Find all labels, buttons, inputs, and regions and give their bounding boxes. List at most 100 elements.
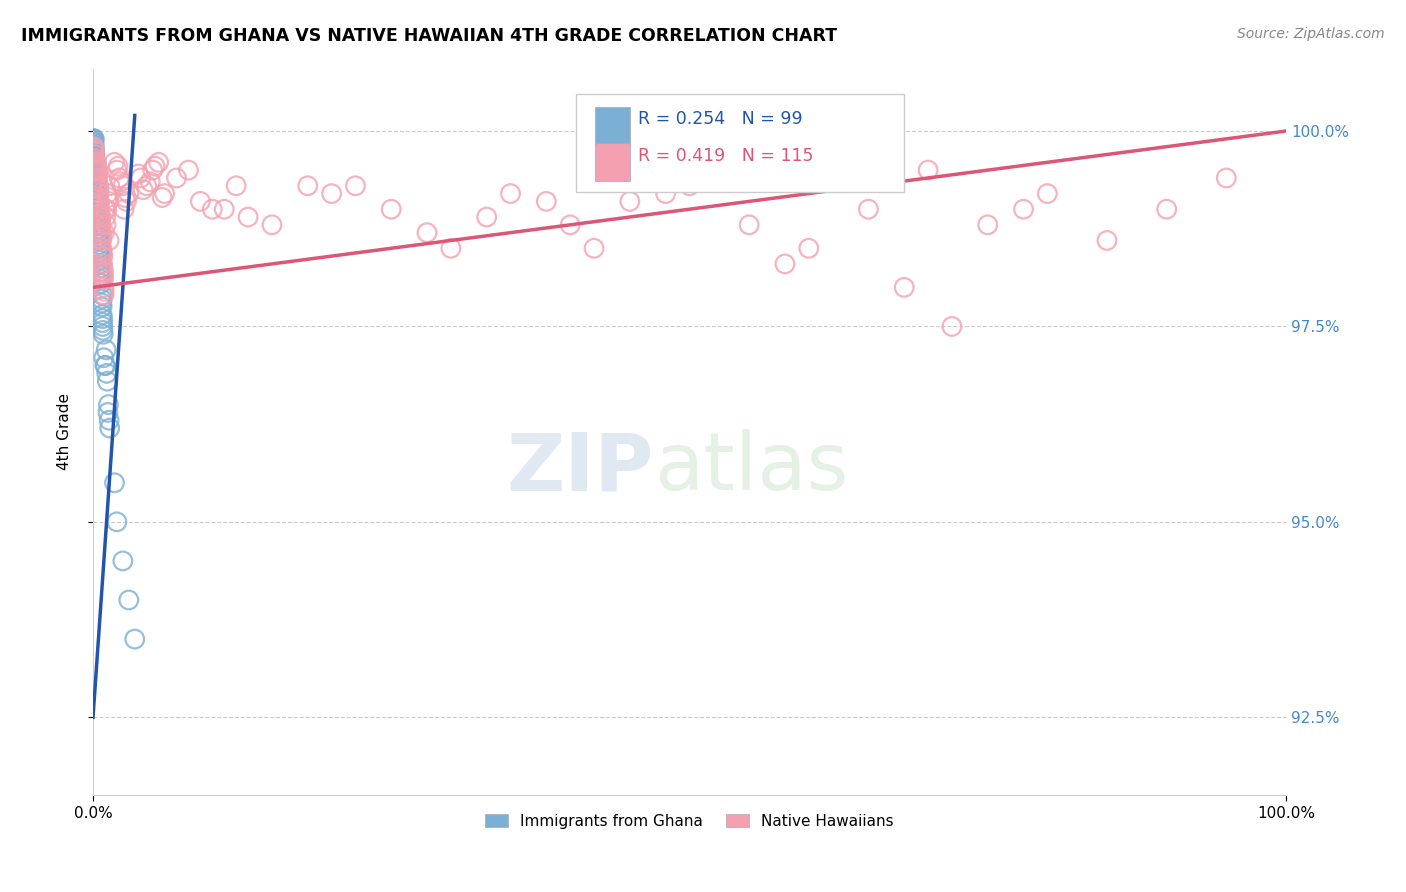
Point	[84, 155, 107, 169]
Point	[132, 183, 155, 197]
Point	[87, 218, 110, 232]
Point	[1095, 234, 1118, 248]
Point	[89, 245, 111, 260]
Point	[94, 218, 117, 232]
Point	[917, 163, 939, 178]
Point	[83, 144, 105, 158]
Point	[86, 164, 108, 178]
Point	[96, 202, 118, 217]
Point	[583, 241, 606, 255]
Point	[87, 183, 110, 197]
Point	[177, 163, 200, 178]
Point	[111, 554, 134, 568]
Point	[103, 155, 125, 169]
Point	[82, 132, 104, 146]
Point	[89, 214, 111, 228]
Point	[83, 177, 105, 191]
Point	[84, 155, 107, 169]
Point	[87, 167, 110, 181]
Point	[89, 202, 111, 217]
Point	[97, 405, 120, 419]
Point	[83, 138, 105, 153]
Point	[91, 308, 114, 322]
Point	[83, 161, 105, 175]
Point	[98, 413, 121, 427]
Point	[86, 190, 108, 204]
Text: atlas: atlas	[654, 429, 848, 508]
Point	[110, 175, 132, 189]
Point	[91, 241, 114, 255]
Point	[86, 163, 108, 178]
Point	[108, 170, 131, 185]
Point	[86, 206, 108, 220]
Point	[93, 285, 115, 299]
Point	[91, 249, 114, 263]
Point	[87, 234, 110, 248]
Point	[97, 398, 120, 412]
Point	[83, 147, 105, 161]
Point	[91, 288, 114, 302]
Point	[89, 206, 111, 220]
Point	[83, 139, 105, 153]
Point	[91, 260, 114, 275]
Point	[148, 155, 170, 169]
Point	[87, 229, 110, 244]
Point	[344, 178, 367, 193]
Point	[87, 180, 110, 194]
Point	[90, 260, 112, 275]
Point	[87, 214, 110, 228]
Point	[96, 367, 118, 381]
Point	[89, 198, 111, 212]
Point	[82, 136, 104, 150]
Point	[90, 234, 112, 248]
Point	[90, 229, 112, 244]
Point	[94, 210, 117, 224]
Point	[111, 178, 134, 193]
FancyBboxPatch shape	[595, 107, 630, 145]
Point	[105, 163, 128, 178]
Point	[84, 153, 107, 168]
Point	[143, 159, 166, 173]
Point	[83, 144, 105, 158]
Point	[93, 226, 115, 240]
Point	[83, 152, 105, 166]
Point	[89, 265, 111, 279]
Point	[86, 202, 108, 217]
Point	[83, 141, 105, 155]
Point	[82, 133, 104, 147]
Point	[83, 170, 105, 185]
Point	[82, 138, 104, 153]
Point	[93, 268, 115, 283]
Point	[103, 475, 125, 490]
Point	[90, 277, 112, 291]
Point	[87, 186, 110, 201]
Point	[1156, 202, 1178, 217]
Point	[499, 186, 522, 201]
Point	[91, 311, 114, 326]
Point	[112, 202, 135, 217]
Point	[86, 163, 108, 178]
Point	[738, 218, 761, 232]
Point	[89, 241, 111, 255]
Point	[83, 133, 105, 147]
Point	[82, 155, 104, 169]
Point	[91, 323, 114, 337]
Point	[93, 288, 115, 302]
Point	[91, 316, 114, 330]
Point	[93, 280, 115, 294]
Point	[107, 159, 129, 173]
Y-axis label: 4th Grade: 4th Grade	[58, 393, 72, 470]
Point	[858, 202, 880, 217]
Point	[773, 257, 796, 271]
Point	[321, 186, 343, 201]
Point	[212, 202, 235, 217]
Point	[91, 319, 114, 334]
Point	[86, 155, 108, 169]
Point	[89, 194, 111, 209]
Legend: Immigrants from Ghana, Native Hawaiians: Immigrants from Ghana, Native Hawaiians	[479, 808, 900, 835]
Point	[87, 202, 110, 217]
Point	[89, 210, 111, 224]
Point	[87, 221, 110, 235]
Point	[416, 226, 439, 240]
Point	[94, 202, 117, 217]
